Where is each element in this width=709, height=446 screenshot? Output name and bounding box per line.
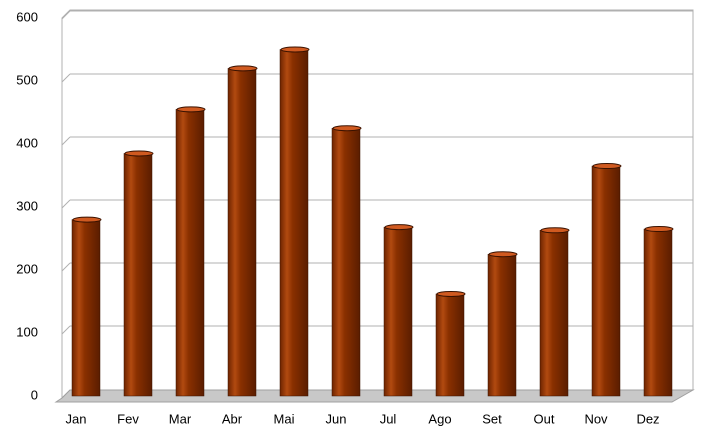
floor bbox=[54, 389, 695, 403]
bar-top bbox=[436, 290, 466, 297]
bar bbox=[383, 226, 413, 397]
bar-top bbox=[124, 150, 154, 157]
bar-top bbox=[644, 226, 674, 233]
x-tick-label: Out bbox=[534, 411, 555, 426]
bar bbox=[71, 219, 101, 397]
bar-top bbox=[228, 65, 258, 72]
bar-top bbox=[540, 227, 570, 234]
grid-line-side bbox=[61, 262, 71, 272]
x-tick-label: Jun bbox=[326, 411, 347, 426]
x-tick-label: Set bbox=[482, 411, 502, 426]
bar-top bbox=[280, 46, 310, 53]
bar bbox=[539, 230, 569, 397]
grid-line-side bbox=[61, 73, 71, 83]
x-tick-label: Jul bbox=[380, 411, 397, 426]
bar bbox=[123, 153, 153, 397]
x-tick-label: Abr bbox=[222, 411, 243, 426]
grid-line-side bbox=[61, 10, 71, 20]
y-tick-label: 100 bbox=[16, 324, 38, 339]
bar bbox=[279, 49, 309, 397]
grid-line-side bbox=[61, 136, 71, 146]
bar bbox=[331, 128, 361, 397]
bar-top bbox=[592, 163, 622, 170]
y-tick-label: 0 bbox=[31, 387, 38, 402]
x-tick-label: Fev bbox=[117, 411, 139, 426]
bar-top bbox=[176, 106, 206, 113]
y-tick-label: 400 bbox=[16, 135, 38, 150]
bar-top bbox=[332, 125, 362, 132]
x-tick-label: Ago bbox=[428, 411, 451, 426]
x-tick-label: Nov bbox=[584, 411, 608, 426]
bar-top bbox=[72, 216, 102, 223]
y-tick-label: 600 bbox=[16, 9, 38, 24]
bar bbox=[591, 165, 621, 397]
bar bbox=[487, 254, 517, 397]
grid-line-side bbox=[61, 325, 71, 335]
bar bbox=[227, 68, 257, 397]
bar-top bbox=[488, 251, 518, 258]
x-tick-label: Dez bbox=[636, 411, 659, 426]
y-tick-label: 200 bbox=[16, 261, 38, 276]
grid-line-side bbox=[61, 199, 71, 209]
x-tick-label: Jan bbox=[66, 411, 87, 426]
bar bbox=[643, 228, 673, 397]
y-tick-label: 300 bbox=[16, 198, 38, 213]
bar bbox=[175, 109, 205, 397]
bar bbox=[435, 293, 465, 397]
bar-top bbox=[384, 224, 414, 231]
y-tick-label: 500 bbox=[16, 72, 38, 87]
x-tick-label: Mai bbox=[274, 411, 295, 426]
x-tick-label: Mar bbox=[169, 411, 192, 426]
